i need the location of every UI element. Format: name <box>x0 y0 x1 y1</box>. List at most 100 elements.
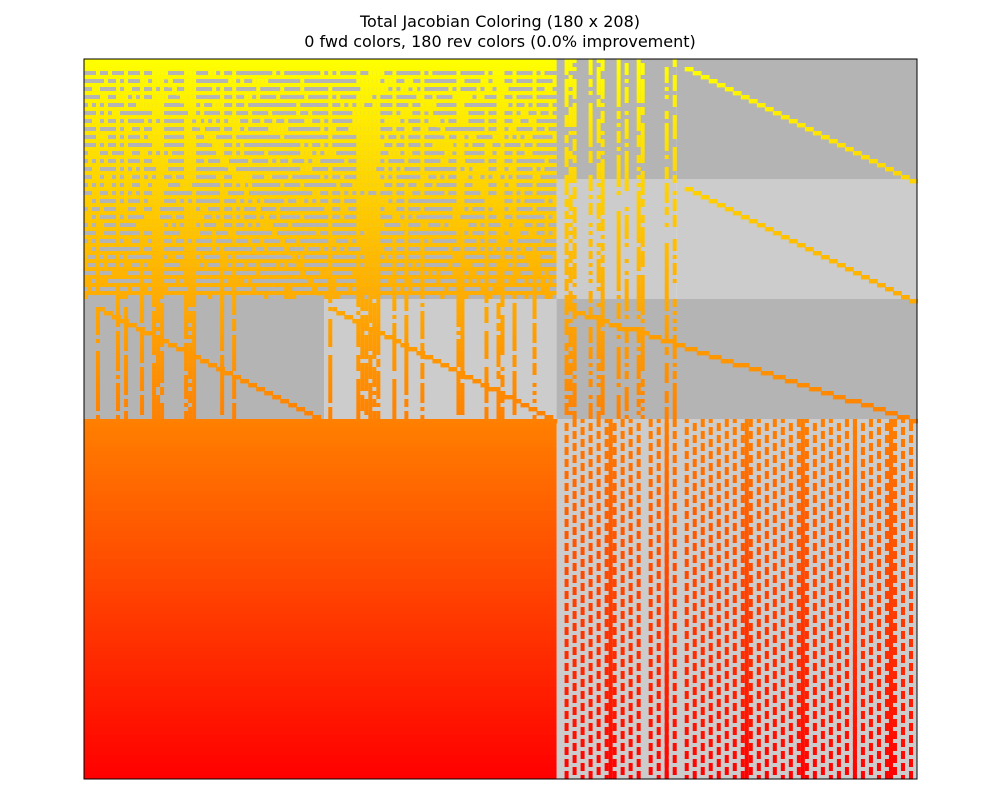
nonzero-cell <box>124 399 129 403</box>
nonzero-cell <box>748 555 753 559</box>
nonzero-cell <box>116 259 121 263</box>
nonzero-cell <box>184 355 189 359</box>
nonzero-cell <box>700 527 705 531</box>
nonzero-cell <box>184 199 189 203</box>
nonzero-cell <box>764 607 769 611</box>
nonzero-cell <box>844 471 849 475</box>
nonzero-cell <box>628 715 633 719</box>
nonzero-cell <box>588 675 593 679</box>
nonzero-cell <box>152 231 157 235</box>
nonzero-cell <box>828 559 833 563</box>
nonzero-cell <box>468 95 473 99</box>
nonzero-cell <box>192 83 197 87</box>
dense-row <box>84 439 557 444</box>
nonzero-cell <box>152 311 157 315</box>
nonzero-cell <box>892 543 897 547</box>
nonzero-cell <box>732 511 737 515</box>
nonzero-cell <box>892 539 897 543</box>
nonzero-cell <box>892 587 897 591</box>
nonzero-cell <box>192 383 197 387</box>
nonzero-cell <box>356 79 361 83</box>
nonzero-cell <box>888 759 893 764</box>
nonzero-cell <box>708 631 713 635</box>
nonzero-cell <box>772 503 777 507</box>
nonzero-cell <box>888 479 893 484</box>
nonzero-cell <box>820 647 825 651</box>
nonzero-cell <box>656 563 661 567</box>
nonzero-cell <box>804 515 809 519</box>
nonzero-cell <box>328 127 333 131</box>
nonzero-cell <box>152 191 157 195</box>
nonzero-cell <box>804 551 809 555</box>
nonzero-cell <box>552 215 557 219</box>
nonzero-cell <box>580 599 585 603</box>
nonzero-cell <box>620 711 625 715</box>
nonzero-cell <box>876 463 881 467</box>
nonzero-cell <box>692 595 697 599</box>
nonzero-cell <box>192 279 197 283</box>
nonzero-cell <box>788 427 793 431</box>
nonzero-cell <box>636 699 641 703</box>
nonzero-cell <box>184 239 189 243</box>
nonzero-cell <box>884 771 889 775</box>
nonzero-cell <box>152 251 157 255</box>
nonzero-cell <box>124 327 129 331</box>
nonzero-cell <box>900 599 905 603</box>
nonzero-cell <box>360 143 365 147</box>
nonzero-cell <box>184 183 189 187</box>
nonzero-cell <box>844 675 849 679</box>
nonzero-cell <box>192 315 197 319</box>
nonzero-cell <box>796 747 801 751</box>
nonzero-cell <box>852 639 857 644</box>
nonzero-cell <box>596 603 601 607</box>
nonzero-cell <box>788 435 793 439</box>
nonzero-cell <box>140 103 145 107</box>
nonzero-cell <box>724 675 729 679</box>
nonzero-cell <box>156 267 161 271</box>
nonzero-cell <box>140 359 145 363</box>
dense-row <box>84 431 557 436</box>
nonzero-cell <box>740 483 745 487</box>
nonzero-cell <box>564 495 569 499</box>
nonzero-cell <box>232 195 237 199</box>
nonzero-cell <box>604 523 609 527</box>
nonzero-cell <box>620 587 625 591</box>
nonzero-cell <box>588 471 593 475</box>
nonzero-cell <box>608 583 613 588</box>
nonzero-cell <box>176 279 181 283</box>
nonzero-cell <box>744 487 749 492</box>
nonzero-cell <box>908 639 913 643</box>
nonzero-cell <box>596 419 601 423</box>
nonzero-cell <box>260 199 265 203</box>
nonzero-cell <box>748 659 753 663</box>
nonzero-cell <box>636 603 641 607</box>
nonzero-cell <box>508 279 513 283</box>
nonzero-cell <box>476 175 481 179</box>
nonzero-cell <box>152 391 157 395</box>
nonzero-cell <box>884 631 889 635</box>
nonzero-cell <box>264 151 269 155</box>
nonzero-cell <box>684 671 689 675</box>
nonzero-cell <box>588 727 593 731</box>
nonzero-cell <box>852 663 857 668</box>
nonzero-cell <box>612 499 617 503</box>
nonzero-cell <box>664 695 669 700</box>
nonzero-cell <box>748 627 753 631</box>
nonzero-cell <box>780 523 785 527</box>
nonzero-cell <box>716 643 721 647</box>
nonzero-cell <box>724 707 729 711</box>
nonzero-cell <box>476 167 481 171</box>
nonzero-cell <box>612 555 617 559</box>
nonzero-cell <box>648 719 653 723</box>
nonzero-cell <box>236 199 241 203</box>
nonzero-cell <box>608 727 613 732</box>
nonzero-cell <box>580 671 585 675</box>
nonzero-cell <box>844 699 849 703</box>
nonzero-cell <box>664 531 669 535</box>
nonzero-cell <box>908 771 913 775</box>
nonzero-cell <box>852 543 857 548</box>
nonzero-cell <box>544 199 549 203</box>
nonzero-cell <box>672 531 677 535</box>
nonzero-cell <box>780 683 785 687</box>
nonzero-cell <box>160 127 165 131</box>
